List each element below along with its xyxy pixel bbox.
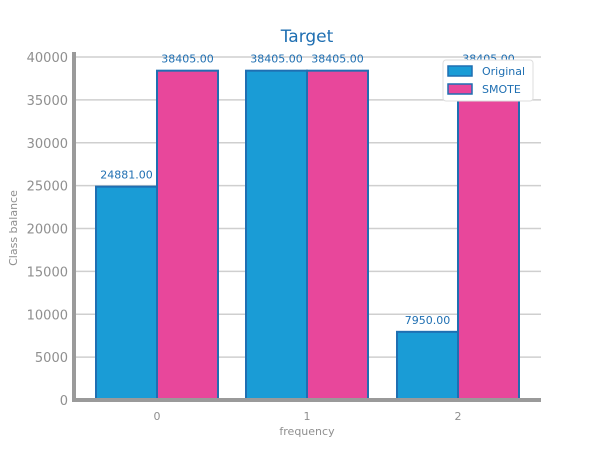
y-tick-label: 25000 <box>27 180 68 195</box>
legend-label-original: Original <box>482 65 525 78</box>
y-tick-label: 30000 <box>27 137 68 152</box>
bar-smote-0 <box>156 69 219 401</box>
bar-original-0 <box>95 185 158 401</box>
value-label: 38405.00 <box>161 53 214 66</box>
x-axis-label: frequency <box>279 425 335 438</box>
legend-swatch-original <box>447 65 473 77</box>
chart-title: Target <box>280 27 334 47</box>
legend-label-smote: SMOTE <box>482 83 521 96</box>
x-tick-label: 1 <box>304 410 311 423</box>
y-tick-label: 10000 <box>27 308 68 323</box>
legend: Original SMOTE <box>442 59 534 102</box>
bar-original-2 <box>396 330 459 401</box>
bars-layer <box>95 69 520 401</box>
legend-swatch-smote <box>447 83 473 95</box>
value-label: 24881.00 <box>100 169 153 182</box>
value-label: 38405.00 <box>311 53 364 66</box>
y-tick-label: 20000 <box>27 223 68 238</box>
x-tick-label: 2 <box>455 410 462 423</box>
y-tick-label: 5000 <box>35 351 68 366</box>
value-label: 38405.00 <box>250 53 303 66</box>
value-label: 7950.00 <box>405 314 451 327</box>
axes-layer <box>72 52 541 402</box>
y-axis-label: Class balance <box>7 190 20 266</box>
y-tick-label: 40000 <box>27 51 68 66</box>
bar-smote-1 <box>306 69 369 401</box>
y-tick-label: 35000 <box>27 94 68 109</box>
bar-original-1 <box>245 69 308 401</box>
y-tick-label: 15000 <box>27 265 68 280</box>
tick-labels-layer: 0 5000 10000 15000 20000 25000 30000 35000 40000… <box>27 51 462 423</box>
y-tick-label: 0 <box>60 394 68 409</box>
x-tick-label: 0 <box>154 410 161 423</box>
bar-smote-2 <box>457 69 520 401</box>
